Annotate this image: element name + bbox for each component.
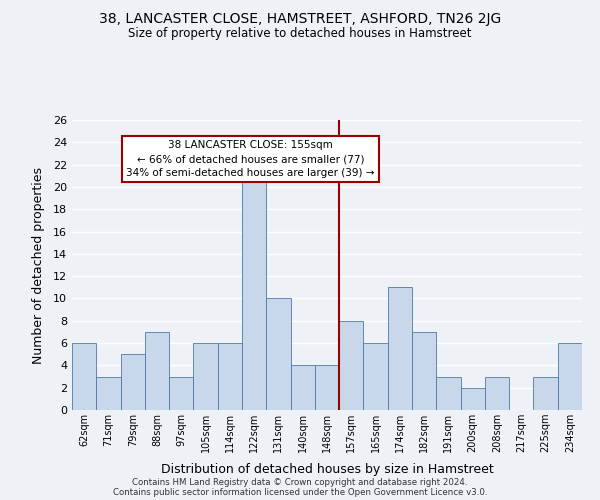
Bar xyxy=(436,376,461,410)
Bar xyxy=(364,343,388,410)
Text: 38, LANCASTER CLOSE, HAMSTREET, ASHFORD, TN26 2JG: 38, LANCASTER CLOSE, HAMSTREET, ASHFORD,… xyxy=(99,12,501,26)
Bar xyxy=(558,343,582,410)
Bar xyxy=(412,332,436,410)
Y-axis label: Number of detached properties: Number of detached properties xyxy=(32,166,44,364)
Bar xyxy=(533,376,558,410)
X-axis label: Distribution of detached houses by size in Hamstreet: Distribution of detached houses by size … xyxy=(161,464,493,476)
Bar xyxy=(461,388,485,410)
Bar xyxy=(145,332,169,410)
Bar xyxy=(266,298,290,410)
Bar xyxy=(193,343,218,410)
Bar xyxy=(96,376,121,410)
Bar xyxy=(121,354,145,410)
Bar xyxy=(242,176,266,410)
Bar xyxy=(169,376,193,410)
Bar xyxy=(485,376,509,410)
Bar xyxy=(339,321,364,410)
Text: Size of property relative to detached houses in Hamstreet: Size of property relative to detached ho… xyxy=(128,28,472,40)
Text: Contains public sector information licensed under the Open Government Licence v3: Contains public sector information licen… xyxy=(113,488,487,497)
Bar xyxy=(218,343,242,410)
Bar xyxy=(388,288,412,410)
Bar xyxy=(72,343,96,410)
Text: 38 LANCASTER CLOSE: 155sqm
← 66% of detached houses are smaller (77)
34% of semi: 38 LANCASTER CLOSE: 155sqm ← 66% of deta… xyxy=(126,140,375,178)
Bar xyxy=(315,366,339,410)
Text: Contains HM Land Registry data © Crown copyright and database right 2024.: Contains HM Land Registry data © Crown c… xyxy=(132,478,468,487)
Bar xyxy=(290,366,315,410)
